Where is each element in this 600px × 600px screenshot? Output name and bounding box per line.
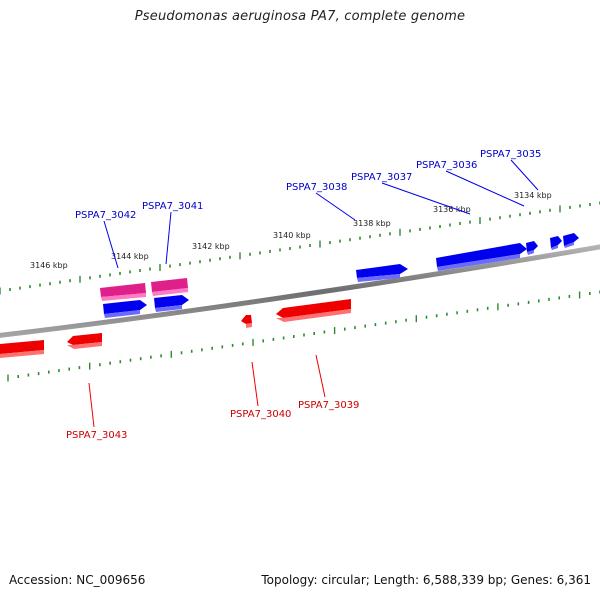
reverse-strand-genes bbox=[0, 299, 351, 358]
label-pspa7-3037[interactable]: PSPA7_3037 bbox=[351, 172, 412, 183]
gene-pspa7-3038b[interactable] bbox=[356, 264, 408, 278]
scale-label-3142: 3142 kbp bbox=[192, 242, 230, 251]
gene-pspa7-3036-shade bbox=[551, 245, 558, 250]
gene-pspa7-3042[interactable] bbox=[103, 300, 147, 314]
leader-3039 bbox=[315, 354, 326, 398]
gene-pspa7-3039-shade bbox=[276, 309, 351, 322]
topology-label: Topology: circular; Length: 6,588,339 bp… bbox=[261, 573, 591, 587]
gene-pspa7-3040-shade bbox=[246, 323, 252, 328]
gene-pspa7-3041-highlight[interactable] bbox=[151, 278, 188, 292]
gene-pspa7-3038[interactable] bbox=[436, 243, 527, 267]
label-pspa7-3042[interactable]: PSPA7_3042 bbox=[75, 210, 136, 221]
leader-3041 bbox=[165, 211, 172, 265]
forward-strand-genes bbox=[103, 233, 579, 318]
inner-scale-track bbox=[7, 290, 600, 382]
gene-pspa7-3039[interactable] bbox=[276, 299, 351, 318]
leader-3036 bbox=[445, 170, 525, 207]
gene-pspa7-3037[interactable] bbox=[526, 241, 538, 252]
gene-pspa7-3040[interactable] bbox=[241, 315, 252, 324]
map-title: Pseudomonas aeruginosa PA7, complete gen… bbox=[134, 9, 466, 24]
label-pspa7-3038[interactable]: PSPA7_3038 bbox=[286, 182, 347, 193]
gene-left-edge[interactable] bbox=[0, 340, 44, 354]
accession-label: Accession: NC_009656 bbox=[9, 573, 146, 587]
gene-pspa7-3035[interactable] bbox=[563, 233, 579, 246]
scale-label-3144: 3144 kbp bbox=[111, 252, 149, 261]
genome-backbone bbox=[0, 244, 600, 338]
leader-3038 bbox=[315, 192, 356, 221]
label-leaders bbox=[88, 159, 539, 428]
scale-label-3134: 3134 kbp bbox=[514, 191, 552, 200]
label-pspa7-3039[interactable]: PSPA7_3039 bbox=[298, 400, 359, 411]
gene-pspa7-3037-shade bbox=[527, 250, 534, 255]
leader-3042 bbox=[103, 220, 119, 269]
gene-pspa7-3042-highlight-shade bbox=[101, 293, 146, 301]
scale-labels: 3134 kbp 3136 kbp 3138 kbp 3140 kbp 3142… bbox=[30, 191, 552, 270]
highlight-genes bbox=[100, 278, 188, 301]
gene-pspa7-3042-shade bbox=[104, 310, 140, 318]
scale-label-3146: 3146 kbp bbox=[30, 261, 68, 270]
leader-3040 bbox=[251, 361, 259, 407]
label-pspa7-3036[interactable]: PSPA7_3036 bbox=[416, 160, 477, 171]
gene-pspa7-3041[interactable] bbox=[154, 295, 189, 308]
gene-pspa7-3041-shade bbox=[155, 305, 182, 312]
gene-left-edge-shade bbox=[0, 350, 44, 358]
gene-pspa7-3035-shade bbox=[564, 242, 574, 248]
leader-3035 bbox=[510, 159, 539, 191]
scale-label-3136: 3136 kbp bbox=[433, 205, 471, 214]
gene-pspa7-3036[interactable] bbox=[550, 236, 562, 248]
gene-pspa7-3038-shade bbox=[437, 254, 520, 271]
outer-scale-track bbox=[0, 201, 600, 295]
gene-pspa7-3043-shade bbox=[67, 342, 102, 349]
leader-3043 bbox=[88, 382, 95, 428]
label-pspa7-3041[interactable]: PSPA7_3041 bbox=[142, 201, 203, 212]
gene-pspa7-3041-highlight-shade bbox=[152, 288, 188, 296]
leader-3037 bbox=[381, 182, 471, 215]
gene-pspa7-3043[interactable] bbox=[67, 333, 102, 345]
scale-label-3140: 3140 kbp bbox=[273, 231, 311, 240]
gene-pspa7-3042-highlight[interactable] bbox=[100, 283, 146, 297]
gene-pspa7-3038b-shade bbox=[357, 274, 400, 282]
label-pspa7-3035[interactable]: PSPA7_3035 bbox=[480, 149, 541, 160]
scale-label-3138: 3138 kbp bbox=[353, 219, 391, 228]
gene-labels: PSPA7_3035 PSPA7_3036 PSPA7_3037 PSPA7_3… bbox=[66, 149, 541, 441]
label-pspa7-3040[interactable]: PSPA7_3040 bbox=[230, 409, 291, 420]
label-pspa7-3043[interactable]: PSPA7_3043 bbox=[66, 430, 127, 441]
